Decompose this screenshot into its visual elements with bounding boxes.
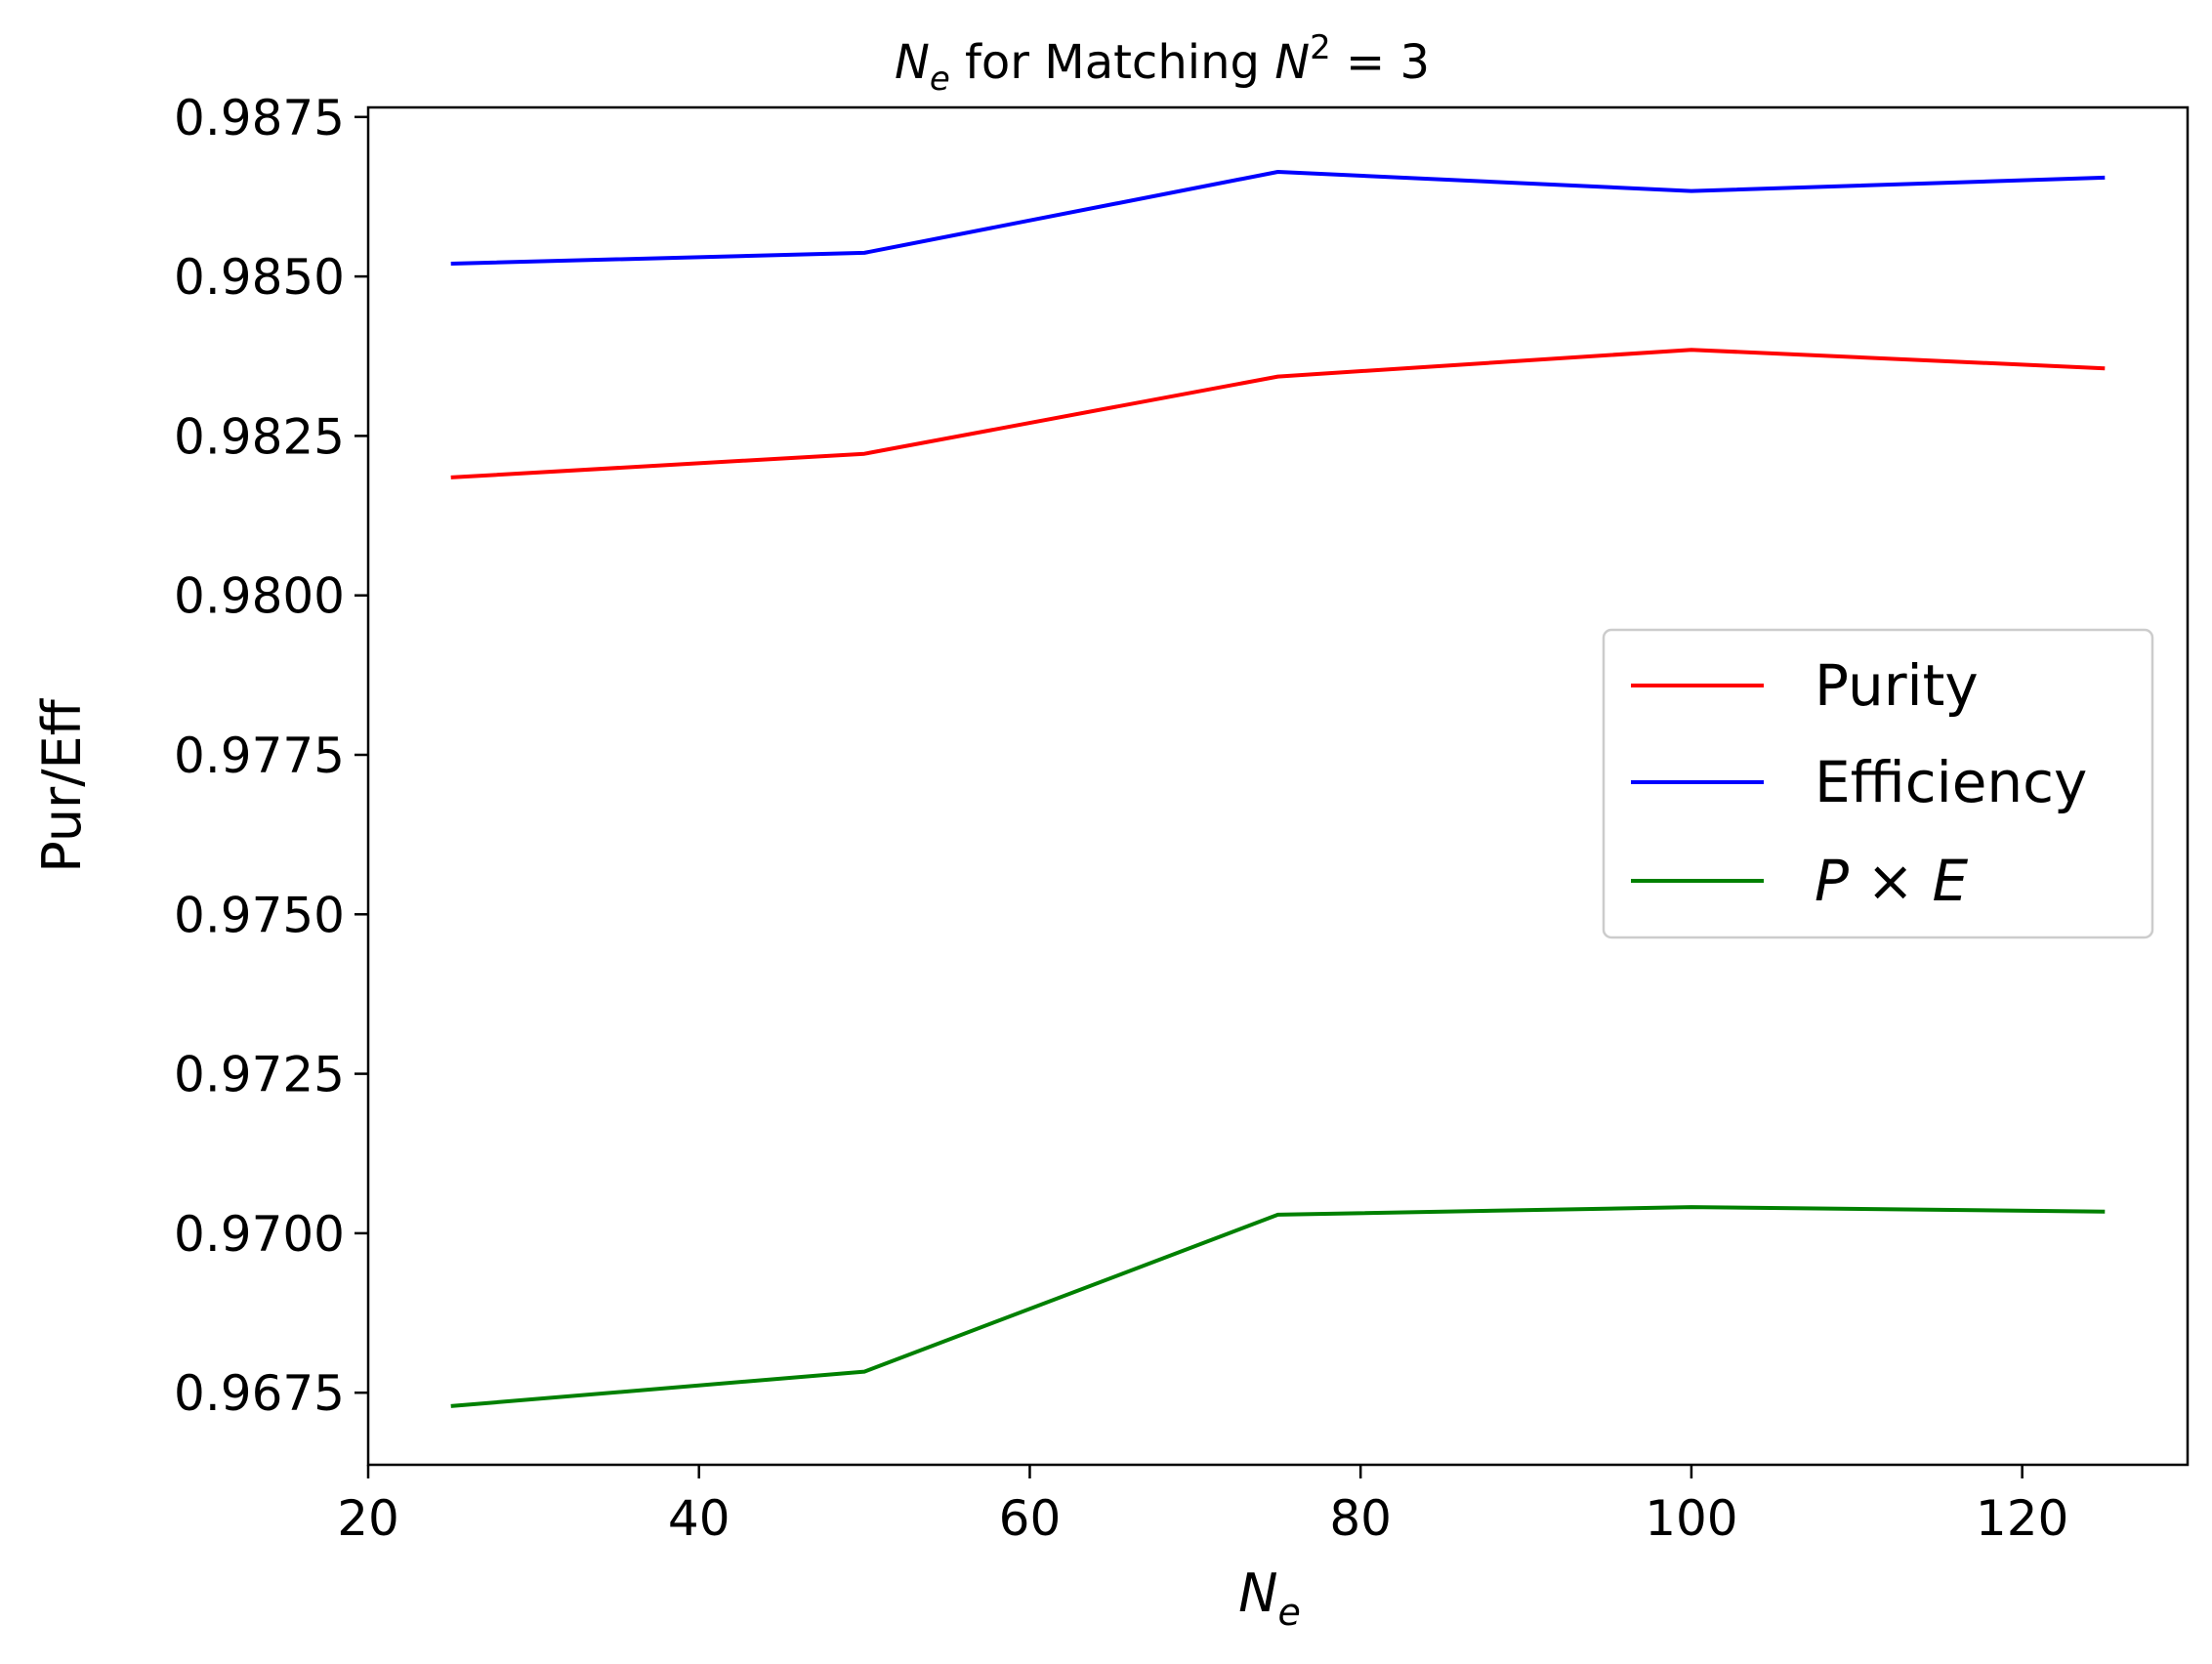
y-tick-label: 0.9850: [174, 249, 345, 306]
y-tick-label: 0.9875: [174, 90, 345, 146]
x-axis-ticks: 20 40 60 80 100 120: [337, 1465, 2068, 1547]
y-tick-label: 0.9800: [174, 568, 345, 625]
legend-label-pxe: P × E: [1815, 848, 1968, 914]
y-tick-label: 0.9825: [174, 408, 345, 465]
y-tick-label: 0.9750: [174, 887, 345, 943]
x-tick-label: 20: [337, 1490, 399, 1547]
x-tick-label: 100: [1645, 1490, 1737, 1547]
legend-label-purity: Purity: [1815, 652, 1979, 719]
y-tick-label: 0.9675: [174, 1365, 345, 1422]
legend-label-efficiency: Efficiency: [1815, 749, 2087, 815]
series-layer: [450, 170, 2106, 1408]
x-tick-label: 60: [999, 1490, 1062, 1547]
y-axis-ticks: 0.9675 0.9700 0.9725 0.9750 0.9775 0.9800 0.98…: [174, 90, 368, 1422]
x-axis-label: Ne: [1238, 1562, 1301, 1634]
y-tick-label: 0.9775: [174, 728, 345, 784]
y-axis-label: Pur/Eff: [31, 697, 93, 872]
chart-title: Ne for Matching N2 = 3: [895, 28, 1430, 99]
series-line-1: [450, 170, 2106, 266]
y-tick-label: 0.9725: [174, 1047, 345, 1103]
x-tick-label: 40: [668, 1490, 730, 1547]
plot-frame: [366, 105, 2190, 1467]
series-line-2: [450, 1205, 2106, 1408]
y-tick-label: 0.9700: [174, 1206, 345, 1263]
legend: Purity Efficiency P × E: [1602, 628, 2154, 939]
series-line-0: [450, 348, 2106, 479]
legend-box: [1602, 628, 2154, 939]
x-tick-label: 120: [1976, 1490, 2068, 1547]
x-tick-label: 80: [1329, 1490, 1392, 1547]
